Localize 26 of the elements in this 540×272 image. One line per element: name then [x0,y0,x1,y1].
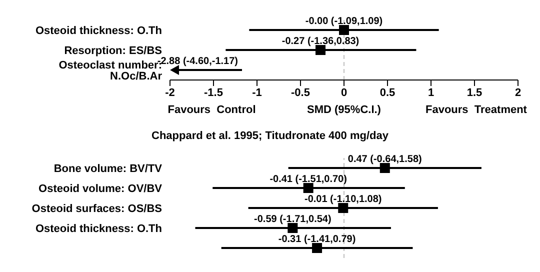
x-tick-label: 1 [428,86,434,99]
y-tick-label: Osteoid thickness: O.Th [35,222,162,235]
x-axis-title: SMD (95%C.I.) [307,104,381,116]
x-tick-label: 1.5 [466,86,482,99]
x-tick-label: -2 [165,86,175,99]
x-tick-label: 0 [340,86,348,99]
y-tick-label: Osteoid surfaces: OS/BS [32,202,162,215]
chart-title: Chappard et al. 1995; Titudronate 400 mg/day [150,130,390,144]
x-tick-label: -0.5 [291,86,310,99]
data-label: -0.01 (-1.10,1.08) [304,194,382,205]
y-tick-label: Osteoid volume: OV/BV [38,182,163,195]
data-label: -0.31 (-1.41,0.79) [278,234,356,245]
text: Favours Treatment [425,104,527,116]
x-tick-label: 2 [514,86,522,99]
data-label: -0.27 (-1.36,0.83) [282,36,360,47]
x-tick-label: -1 [252,86,262,99]
y-tick-label: Resorption: ES/BS [64,44,162,57]
x-tick-label: 0.5 [380,86,396,99]
y-tick-label: Bone volume: BV/TV [54,162,163,175]
y-tick-label: Osteoid thickness: O.Th [35,24,162,37]
data-label: -0.00 (-1.09,1.09) [305,16,383,27]
x-tick-label: -1.5 [204,86,223,99]
data-label: -0.41 (-1.51,0.70) [270,174,347,185]
text: Favours Control [168,104,256,116]
data-label: 0.47 (-0.64,1.58) [348,154,422,165]
data-label: -0.59 (-1.71,0.54) [254,214,332,225]
